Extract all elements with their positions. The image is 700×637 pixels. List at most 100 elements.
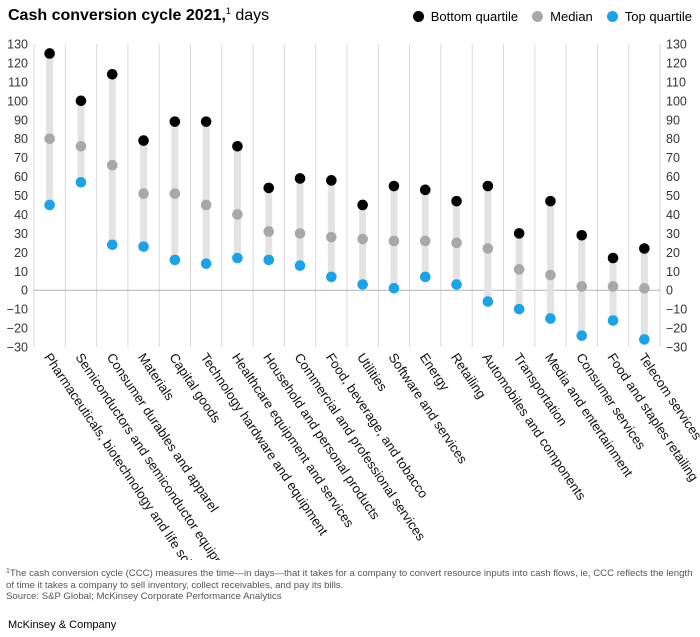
title-footnote-marker: 1	[225, 6, 231, 16]
legend-item-top-quartile: Top quartile	[606, 9, 692, 24]
footnote-text: The cash conversion cycle (CCC) measures…	[6, 568, 693, 591]
median-dot	[357, 233, 368, 245]
y-tick-label-right: 20	[666, 246, 680, 260]
legend-bottom-quartile-label: Bottom quartile	[430, 9, 519, 24]
y-tick-label-left: 30	[14, 227, 28, 241]
top-quartile-dot	[639, 334, 650, 345]
y-tick-label-left: 20	[14, 246, 28, 260]
bottom-quartile-dot	[388, 180, 400, 192]
y-tick-label-right: 30	[666, 227, 680, 241]
legend-item-median: Median	[532, 9, 593, 24]
bottom-quartile-dot	[138, 135, 149, 146]
bottom-quartile-dot	[576, 229, 588, 241]
top-quartile-dot	[44, 199, 55, 211]
y-tick-label-right: 50	[666, 189, 680, 203]
bottom-quartile-dot	[44, 48, 55, 59]
top-quartile-dot	[138, 241, 149, 252]
top-quartile-dot	[451, 279, 462, 290]
top-quartile-dot	[294, 260, 306, 271]
median-dot	[482, 243, 494, 254]
legend: Bottom quartile Median Top quartile	[399, 9, 692, 24]
bottom-quartile-dot	[75, 95, 87, 107]
y-tick-label-left: −20	[7, 322, 28, 336]
top-quartile-dot	[607, 315, 619, 326]
median-dot	[75, 140, 87, 152]
bottom-quartile-dot	[232, 140, 243, 152]
footnote-definition: 1The cash conversion cycle (CCC) measure…	[6, 566, 694, 591]
legend-top-quartile-label: Top quartile	[624, 9, 692, 24]
y-tick-label-left: 110	[8, 75, 28, 89]
median-dot	[607, 281, 619, 292]
top-quartile-dot	[200, 258, 212, 269]
median-dot	[639, 282, 650, 294]
y-tick-label-right: 70	[666, 151, 680, 165]
y-tick-label-left: 50	[14, 189, 28, 203]
top-quartile-dot	[75, 176, 87, 188]
bottom-quartile-dot	[639, 243, 650, 254]
footnote-marker: 1	[6, 568, 10, 575]
y-tick-label-right: 110	[666, 75, 686, 89]
chart-title-text: Cash conversion cycle 2021,	[8, 7, 226, 24]
top-quartile-dot	[513, 303, 525, 315]
bottom-quartile-dot	[545, 195, 556, 207]
range-bar	[546, 201, 554, 319]
footnote-source: Source: S&P Global; McKinsey Corporate P…	[6, 591, 282, 602]
y-tick-label-right: −10	[666, 303, 687, 317]
median-dot	[106, 159, 118, 171]
legend-median-label: Median	[550, 9, 593, 24]
median-dot	[294, 228, 306, 239]
bottom-quartile-dot	[419, 184, 431, 196]
bottom-quartile-dot	[106, 69, 118, 80]
top-quartile-dot	[545, 313, 556, 324]
median-dot	[576, 281, 588, 292]
y-tick-label-right: 120	[666, 56, 687, 70]
chart-title: Cash conversion cycle 2021,1 days	[8, 6, 269, 25]
range-bar	[296, 178, 304, 266]
median-dot	[169, 188, 181, 199]
y-tick-label-left: 90	[14, 113, 28, 127]
y-tick-label-left: −30	[7, 341, 28, 355]
chart-title-unit: days	[230, 7, 270, 24]
median-dot	[232, 209, 243, 220]
top-quartile-dot	[388, 282, 400, 294]
bottom-quartile-dot	[326, 175, 337, 186]
bottom-quartile-dot	[263, 182, 275, 194]
bottom-quartile-dot	[294, 173, 306, 184]
legend-median-dot	[532, 11, 544, 22]
bottom-quartile-dot	[607, 252, 619, 264]
range-bar	[233, 146, 241, 258]
y-tick-label-left: 70	[14, 151, 28, 165]
y-tick-label-right: 40	[666, 208, 680, 222]
y-tick-label-left: 130	[7, 38, 28, 52]
legend-bottom-quartile-dot	[412, 11, 424, 22]
median-dot	[200, 199, 212, 211]
range-bar	[202, 121, 210, 264]
top-quartile-dot	[419, 271, 431, 283]
y-tick-label-right: −30	[666, 341, 687, 355]
y-tick-label-right: 80	[666, 132, 680, 146]
y-tick-label-right: 60	[666, 170, 680, 184]
bottom-quartile-dot	[513, 228, 525, 239]
top-quartile-dot	[169, 254, 181, 266]
median-dot	[388, 235, 400, 247]
y-tick-label-left: 60	[14, 170, 28, 184]
bottom-quartile-dot	[169, 116, 181, 127]
y-tick-label-left: 120	[7, 56, 28, 70]
top-quartile-dot	[232, 252, 243, 264]
top-quartile-dot	[576, 330, 588, 341]
footnote: 1The cash conversion cycle (CCC) measure…	[6, 566, 694, 603]
top-quartile-dot	[106, 239, 118, 251]
median-dot	[545, 269, 556, 281]
y-tick-label-right: 10	[666, 265, 680, 279]
range-bar	[421, 189, 429, 277]
range-bar	[327, 180, 335, 277]
median-dot	[419, 235, 431, 247]
range-bar	[108, 74, 116, 245]
y-tick-label-left: 100	[7, 94, 28, 108]
top-quartile-dot	[263, 254, 275, 266]
y-tick-label-right: 130	[666, 38, 687, 52]
median-dot	[263, 226, 275, 237]
bottom-quartile-dot	[482, 180, 494, 192]
range-bar	[265, 187, 273, 260]
